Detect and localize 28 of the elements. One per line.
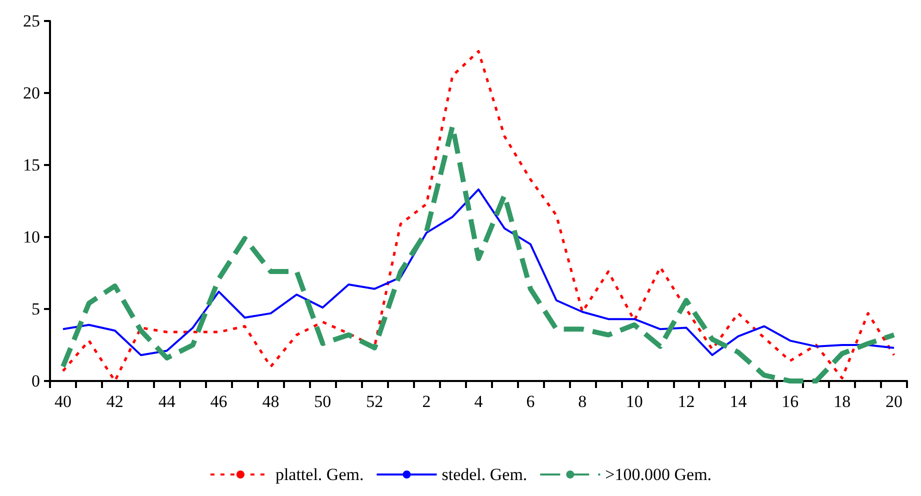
x-tick-label: 42: [106, 392, 124, 411]
x-tick-label: 48: [262, 392, 280, 411]
x-tick-label: 12: [678, 392, 695, 411]
x-tick-label: 46: [210, 392, 228, 411]
y-tick-label: 25: [23, 12, 40, 30]
x-tick-label: 52: [366, 392, 384, 411]
x-tick-label: 10: [626, 392, 643, 411]
legend-label: >100.000 Gem.: [605, 465, 712, 484]
x-tick-label: 40: [54, 392, 72, 411]
x-tick-label: 50: [314, 392, 332, 411]
x-tick-label: 6: [526, 392, 535, 411]
x-tick-label: 16: [782, 392, 799, 411]
y-tick-label: 0: [32, 372, 40, 390]
x-tick-label: 20: [886, 392, 903, 411]
y-tick-label: 20: [23, 84, 40, 102]
line-series: [62, 188, 896, 356]
line-series: [62, 50, 896, 382]
y-tick-label: 10: [23, 228, 40, 246]
x-tick-label: 2: [422, 392, 431, 411]
y-tick-label: 5: [32, 300, 40, 318]
x-tick-label: 8: [578, 392, 587, 411]
legend-label: stedel. Gem.: [442, 465, 528, 484]
y-tick-label: 15: [23, 156, 40, 174]
x-tick-label: 14: [730, 392, 748, 411]
x-tick-label: 4: [474, 392, 484, 411]
x-tick-label: 18: [834, 392, 851, 411]
x-tick-label: 44: [158, 392, 176, 411]
legend-label: plattel. Gem.: [275, 465, 364, 484]
